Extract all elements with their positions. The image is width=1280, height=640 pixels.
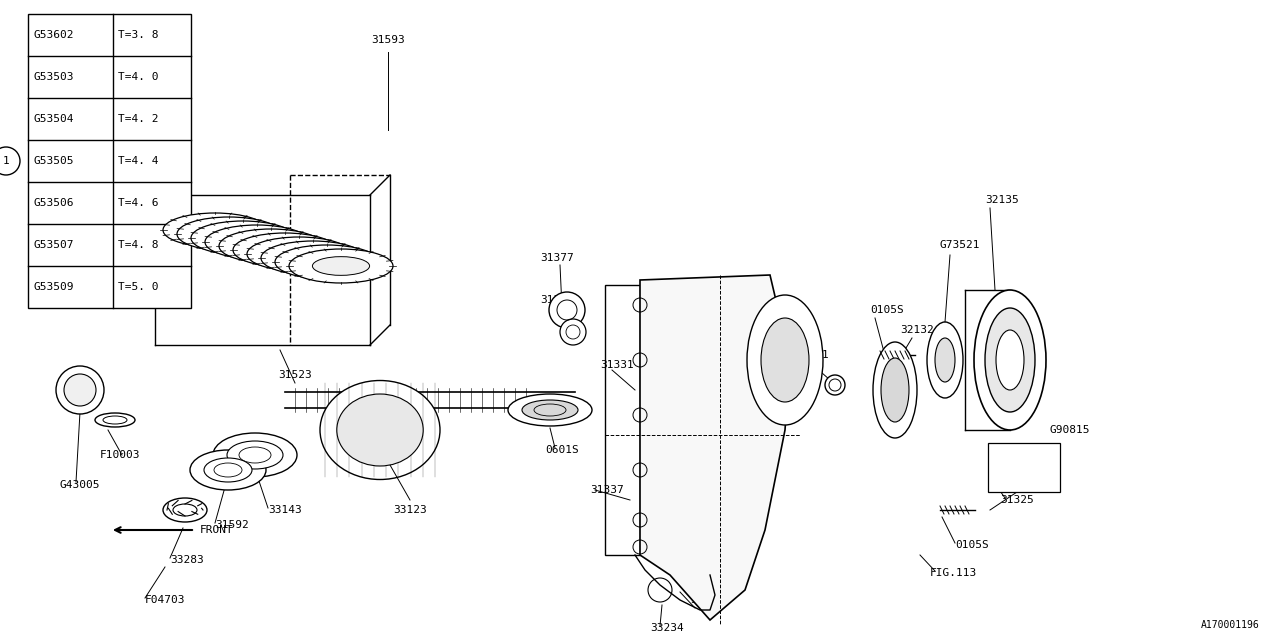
Ellipse shape bbox=[927, 322, 963, 398]
Text: 33283: 33283 bbox=[170, 555, 204, 565]
Text: F10003: F10003 bbox=[100, 450, 141, 460]
Ellipse shape bbox=[261, 241, 365, 275]
Text: T=4. 6: T=4. 6 bbox=[118, 198, 159, 208]
Ellipse shape bbox=[996, 330, 1024, 390]
Text: 0601S: 0601S bbox=[545, 445, 579, 455]
Circle shape bbox=[826, 375, 845, 395]
Text: 31523: 31523 bbox=[278, 370, 312, 380]
Text: T=3. 8: T=3. 8 bbox=[118, 30, 159, 40]
Ellipse shape bbox=[205, 225, 308, 259]
Text: 33143: 33143 bbox=[268, 505, 302, 515]
Text: A170001196: A170001196 bbox=[1201, 620, 1260, 630]
Ellipse shape bbox=[163, 213, 268, 247]
Ellipse shape bbox=[201, 225, 257, 243]
Text: T=4. 0: T=4. 0 bbox=[118, 72, 159, 82]
Bar bbox=[28, 14, 191, 308]
Ellipse shape bbox=[298, 253, 356, 271]
Text: 0105S: 0105S bbox=[955, 540, 988, 550]
Text: 31948: 31948 bbox=[690, 595, 723, 605]
Circle shape bbox=[549, 292, 585, 328]
Text: G90815: G90815 bbox=[1006, 462, 1042, 472]
Text: G53505: G53505 bbox=[33, 156, 73, 166]
Text: 32132: 32132 bbox=[900, 325, 933, 335]
Ellipse shape bbox=[233, 233, 337, 267]
Text: 31377: 31377 bbox=[540, 295, 573, 305]
Text: 31337: 31337 bbox=[590, 485, 623, 495]
Ellipse shape bbox=[204, 458, 252, 482]
Text: 31592: 31592 bbox=[215, 520, 248, 530]
Ellipse shape bbox=[522, 400, 579, 420]
Text: 31331: 31331 bbox=[600, 360, 634, 370]
Polygon shape bbox=[605, 285, 640, 555]
Text: F04703: F04703 bbox=[145, 595, 186, 605]
Text: FIG.113: FIG.113 bbox=[931, 568, 977, 578]
Ellipse shape bbox=[748, 295, 823, 425]
Ellipse shape bbox=[337, 394, 424, 466]
Ellipse shape bbox=[762, 318, 809, 402]
Ellipse shape bbox=[212, 433, 297, 477]
Text: G53504: G53504 bbox=[33, 114, 73, 124]
Ellipse shape bbox=[189, 450, 266, 490]
Ellipse shape bbox=[256, 241, 314, 259]
Polygon shape bbox=[640, 275, 790, 620]
Text: T=4. 2: T=4. 2 bbox=[118, 114, 159, 124]
Ellipse shape bbox=[219, 229, 323, 263]
Ellipse shape bbox=[284, 249, 342, 268]
Ellipse shape bbox=[986, 308, 1036, 412]
FancyBboxPatch shape bbox=[988, 443, 1060, 492]
Text: 31377: 31377 bbox=[540, 253, 573, 263]
Text: 33123: 33123 bbox=[393, 505, 426, 515]
Ellipse shape bbox=[187, 221, 243, 239]
Text: T=5. 0: T=5. 0 bbox=[118, 282, 159, 292]
Ellipse shape bbox=[289, 249, 393, 283]
Ellipse shape bbox=[320, 381, 440, 479]
Text: G90815: G90815 bbox=[1050, 425, 1091, 435]
Ellipse shape bbox=[275, 245, 379, 279]
Circle shape bbox=[64, 374, 96, 406]
Text: 1: 1 bbox=[3, 156, 9, 166]
Text: 0105S: 0105S bbox=[870, 305, 904, 315]
Ellipse shape bbox=[934, 338, 955, 382]
Text: 32141: 32141 bbox=[795, 350, 828, 360]
Text: 31593: 31593 bbox=[371, 35, 404, 45]
Text: T=4. 8: T=4. 8 bbox=[118, 240, 159, 250]
Circle shape bbox=[561, 319, 586, 345]
Text: 32135: 32135 bbox=[986, 195, 1019, 205]
Text: T=4. 4: T=4. 4 bbox=[118, 156, 159, 166]
Text: G43005: G43005 bbox=[60, 480, 101, 490]
Text: G53506: G53506 bbox=[33, 198, 73, 208]
Ellipse shape bbox=[873, 342, 916, 438]
Text: G53507: G53507 bbox=[33, 240, 73, 250]
Text: G73521: G73521 bbox=[940, 240, 980, 250]
Ellipse shape bbox=[215, 228, 271, 247]
Text: 31325: 31325 bbox=[1000, 495, 1034, 505]
Text: G53503: G53503 bbox=[33, 72, 73, 82]
Ellipse shape bbox=[228, 233, 285, 252]
Ellipse shape bbox=[242, 237, 300, 255]
Ellipse shape bbox=[227, 441, 283, 469]
Ellipse shape bbox=[312, 257, 370, 275]
Ellipse shape bbox=[974, 290, 1046, 430]
Circle shape bbox=[56, 366, 104, 414]
Text: G53602: G53602 bbox=[33, 30, 73, 40]
Text: 33234: 33234 bbox=[650, 623, 684, 633]
Ellipse shape bbox=[247, 237, 351, 271]
Text: G53509: G53509 bbox=[33, 282, 73, 292]
Ellipse shape bbox=[270, 244, 328, 263]
Ellipse shape bbox=[95, 413, 134, 427]
Ellipse shape bbox=[191, 221, 294, 255]
Ellipse shape bbox=[177, 217, 282, 251]
Text: FRONT: FRONT bbox=[200, 525, 234, 535]
Ellipse shape bbox=[508, 394, 591, 426]
Ellipse shape bbox=[881, 358, 909, 422]
